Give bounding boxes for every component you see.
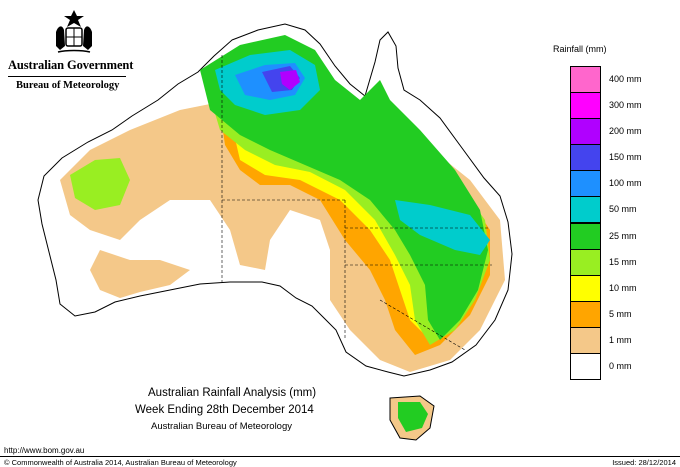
rainfall-legend	[570, 66, 601, 380]
legend-swatch	[570, 248, 601, 276]
map-subtitle: Week Ending 28th December 2014	[135, 404, 314, 416]
government-name: Australian Government	[8, 58, 134, 72]
legend-swatch	[570, 300, 601, 328]
legend-swatch	[570, 118, 601, 146]
issued-date: Issued: 28/12/2014	[612, 458, 676, 467]
legend-title: Rainfall (mm)	[553, 44, 607, 54]
legend-swatch	[570, 170, 601, 198]
legend-swatch	[570, 66, 601, 94]
legend-label: 10 mm	[609, 282, 637, 293]
legend-swatch	[570, 274, 601, 302]
legend-label: 100 mm	[609, 178, 642, 189]
rain-zone-200mm	[280, 70, 300, 90]
rain-zone-25mm-west	[70, 158, 130, 210]
header-divider	[8, 76, 126, 77]
government-logo	[8, 6, 133, 98]
map-figure: Australian Government Bureau of Meteorol…	[4, 6, 642, 455]
state-borders	[221, 55, 492, 351]
legend-label: 200 mm	[609, 126, 642, 137]
legend-swatch	[570, 144, 601, 172]
legend-label: 25 mm	[609, 230, 637, 241]
legend-label: 0 mm	[609, 360, 632, 371]
legend-label: 1 mm	[609, 334, 632, 345]
tasmania-rain-zone	[398, 402, 428, 432]
map-title: Australian Rainfall Analysis (mm)	[148, 387, 317, 399]
legend-label: 400 mm	[609, 74, 642, 85]
rain-zone-1mm-south	[90, 250, 190, 298]
legend-swatch	[570, 326, 601, 354]
bureau-name: Bureau of Meteorology	[16, 80, 120, 91]
map-source: Australian Bureau of Meteorology	[151, 421, 292, 432]
legend-label: 5 mm	[609, 308, 632, 319]
australia-rainfall-map	[37, 23, 513, 441]
legend-label: 15 mm	[609, 256, 637, 267]
legend-swatch	[570, 92, 601, 120]
legend-label: 150 mm	[609, 152, 642, 163]
bom-url-link[interactable]: http://www.bom.gov.au	[4, 446, 85, 455]
legend-swatch	[570, 352, 601, 380]
rain-zone-50mm-east	[395, 200, 490, 255]
copyright-notice: © Commonwealth of Australia 2014, Austra…	[4, 458, 237, 467]
legend-swatch	[570, 196, 601, 224]
commonwealth-coat-of-arms-icon	[56, 10, 92, 53]
legend-label: 50 mm	[609, 204, 637, 215]
legend-label: 300 mm	[609, 100, 642, 111]
footer-divider	[0, 456, 680, 457]
legend-swatch	[570, 222, 601, 250]
